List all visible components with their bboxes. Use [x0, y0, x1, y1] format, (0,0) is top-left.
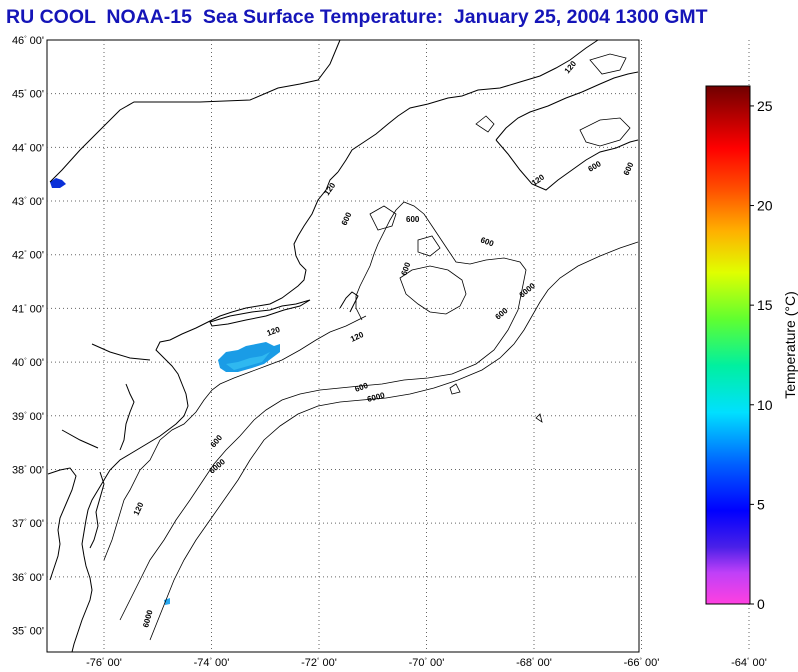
latitude-label: 37° 00'	[12, 518, 44, 530]
contour-label: 600	[479, 235, 495, 248]
longitude-label: -64° 00'	[731, 657, 767, 669]
colorbar-title: Temperature (°C)	[782, 291, 798, 399]
colorbar-tick-label: 10	[757, 397, 773, 413]
map-area[interactable]: 120 120 120 120 120 120 600 600 600 600 …	[12, 35, 767, 669]
contour-label: 120	[266, 325, 282, 338]
longitude-label: -72° 00'	[301, 657, 337, 669]
map-title: RU COOL NOAA-15 Sea Surface Temperature:…	[6, 6, 708, 28]
sst-patch-maine-coast	[50, 178, 66, 188]
longitude-label: -68° 00'	[516, 657, 552, 669]
longitude-labels: -76° 00' -74° 00' -72° 00' -70° 00' -68° 00'…	[86, 657, 767, 669]
contour-label: 600	[406, 215, 420, 224]
colorbar-gradient	[705, 85, 751, 605]
latitude-label: 35° 00'	[12, 626, 44, 638]
latitude-label: 41° 00'	[12, 303, 44, 315]
latitude-label: 36° 00'	[12, 572, 44, 584]
bathymetry-contours	[103, 53, 639, 641]
latitude-label: 43° 00'	[12, 196, 44, 208]
contour-label: 600	[399, 261, 412, 277]
longitude-label: -66° 00'	[624, 657, 660, 669]
longitude-label: -70° 00'	[409, 657, 445, 669]
map-frame	[46, 39, 640, 653]
latitude-label: 44° 00'	[12, 142, 44, 154]
colorbar-tick-label: 25	[757, 98, 773, 114]
coastline	[47, 39, 639, 653]
contour-label: 600	[354, 381, 370, 394]
longitude-label: -74° 00'	[194, 657, 230, 669]
latitude-label: 40° 00'	[12, 357, 44, 369]
latitude-label: 38° 00'	[12, 464, 44, 476]
latitude-label: 42° 00'	[12, 250, 44, 262]
graticule-grid	[47, 40, 750, 652]
latitude-label: 45° 00'	[12, 89, 44, 101]
colorbar-tick-label: 15	[757, 297, 773, 313]
sst-patch-hatteras-offshore	[164, 598, 170, 605]
latitude-labels: 46° 00' 45° 00' 44° 00' 43° 00' 42° 00' 41° 0…	[12, 35, 44, 638]
colorbar-tick-label: 0	[757, 596, 765, 612]
latitude-label: 46° 00'	[12, 35, 44, 47]
colorbar: 25 20 15 10 5 0 Temperature (°C)	[705, 85, 798, 612]
colorbar-tick-label: 20	[757, 198, 773, 214]
colorbar-ticks: 25 20 15 10 5 0	[750, 98, 773, 612]
latitude-label: 39° 00'	[12, 411, 44, 423]
colorbar-tick-label: 5	[757, 496, 765, 512]
longitude-label: -76° 00'	[86, 657, 122, 669]
sst-data-patches	[50, 178, 280, 605]
